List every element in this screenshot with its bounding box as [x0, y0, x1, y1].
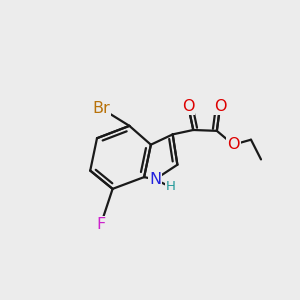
- Text: Br: Br: [92, 101, 110, 116]
- Text: F: F: [96, 217, 106, 232]
- Text: H: H: [165, 180, 175, 193]
- Text: O: O: [182, 99, 194, 114]
- Text: O: O: [214, 99, 226, 114]
- Text: N: N: [149, 172, 161, 187]
- Text: O: O: [227, 137, 240, 152]
